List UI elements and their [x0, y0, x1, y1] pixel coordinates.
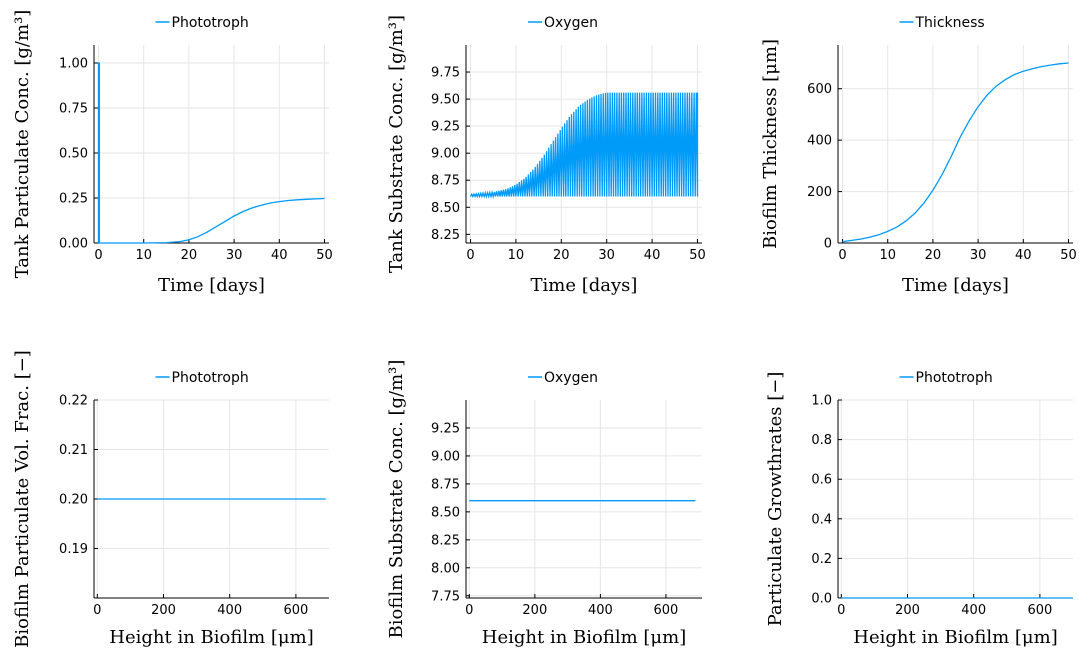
- x-axis-label: Time [days]: [158, 275, 265, 296]
- chart-panel-3: 0 10 20 30 40 50 0 200 400 600 Time [days] Biofilm …: [760, 15, 1077, 296]
- y-tick-label: 8.25: [431, 228, 460, 243]
- y-tick-label: 8.25: [431, 533, 460, 548]
- x-tick-label: 40: [271, 248, 288, 263]
- y-axis-label: Biofilm Thickness [μm]: [760, 39, 781, 249]
- y-tick-label: 8.50: [431, 201, 460, 216]
- y-axis-label: Biofilm Substrate Conc. [g/m³]: [386, 360, 407, 639]
- x-axis-label: Time [days]: [902, 275, 1009, 296]
- x-axis-label: Time [days]: [531, 275, 638, 296]
- y-tick-label: 400: [807, 134, 832, 149]
- y-axis-label: Tank Particulate Conc. [g/m³]: [12, 10, 33, 279]
- x-tick-label: 0: [94, 248, 102, 263]
- x-axis-label: Height in Biofilm [μm]: [109, 627, 313, 648]
- x-tick-label: 30: [598, 248, 615, 263]
- x-tick-label: 10: [508, 248, 525, 263]
- y-tick-label: 600: [807, 82, 832, 97]
- x-tick-label: 200: [895, 603, 920, 618]
- y-tick-label: 0.22: [59, 394, 88, 409]
- legend-label: Phototroph: [172, 15, 249, 31]
- x-axis-label: Height in Biofilm [μm]: [853, 627, 1057, 648]
- x-tick-label: 0: [466, 248, 474, 263]
- y-tick-label: 7.75: [431, 589, 460, 604]
- x-tick-label: 0: [838, 248, 846, 263]
- y-tick-label: 0.4: [811, 512, 832, 527]
- x-tick-label: 20: [925, 248, 942, 263]
- y-tick-label: 9.50: [431, 93, 460, 108]
- y-tick-label: 9.25: [431, 421, 460, 436]
- y-axis-label: Biofilm Particulate Vol. Frac. [−]: [12, 350, 33, 648]
- chart-panel-1: 0 10 20 30 40 50 0.00 0.25 0.50 0.75 1.00 Time [day…: [12, 10, 333, 296]
- y-tick-label: 9.00: [431, 449, 460, 464]
- series-line: [469, 92, 699, 200]
- x-tick-label: 0: [93, 603, 101, 618]
- x-tick-label: 0: [465, 603, 473, 618]
- x-tick-label: 600: [654, 603, 679, 618]
- x-tick-label: 200: [151, 603, 176, 618]
- x-tick-label: 200: [522, 603, 547, 618]
- x-tick-label: 50: [316, 248, 333, 263]
- y-tick-label: 8.50: [431, 505, 460, 520]
- x-tick-label: 400: [217, 603, 242, 618]
- y-tick-label: 0.19: [59, 542, 88, 557]
- x-tick-label: 600: [1027, 603, 1052, 618]
- y-tick-label: 0.25: [59, 192, 88, 207]
- x-tick-label: 50: [689, 248, 706, 263]
- legend-label: Phototroph: [916, 370, 993, 386]
- x-tick-label: 40: [644, 248, 661, 263]
- x-tick-label: 400: [961, 603, 986, 618]
- y-tick-label: 8.75: [431, 477, 460, 492]
- chart-panel-4: 0 200 400 600 0.19 0.20 0.21 0.22 Height in Biof…: [12, 350, 329, 648]
- y-tick-label: 9.75: [431, 66, 460, 81]
- y-tick-label: 0.50: [59, 147, 88, 162]
- y-axis-label: Tank Substrate Conc. [g/m³]: [386, 15, 407, 273]
- series-line: [842, 62, 1069, 243]
- y-tick-label: 0.6: [811, 473, 832, 488]
- y-tick-label: 8.75: [431, 174, 460, 189]
- x-tick-label: 50: [1060, 248, 1077, 263]
- x-tick-label: 40: [1015, 248, 1032, 263]
- chart-panel-2: 0 10 20 30 40 50 8.25 8.50 8.75 9.00 9.25 9.50 9.75 T…: [386, 15, 706, 296]
- y-tick-label: 8.00: [431, 561, 460, 576]
- chart-panel-6: 0 200 400 600 0.0 0.2 0.4 0.6 0.8 1.0 Height in Bi…: [765, 370, 1073, 648]
- x-tick-label: 0: [837, 603, 845, 618]
- legend-label: Phototroph: [172, 370, 249, 386]
- y-tick-label: 1.0: [811, 394, 832, 409]
- y-tick-label: 9.25: [431, 120, 460, 135]
- x-axis-label: Height in Biofilm [μm]: [482, 627, 686, 648]
- x-tick-label: 20: [181, 248, 198, 263]
- x-tick-label: 30: [226, 248, 243, 263]
- legend-label: Oxygen: [544, 15, 598, 31]
- chart-panel-5: 0 200 400 600 7.75 8.00 8.25 8.50 8.75 9.00 9.25 He…: [386, 360, 702, 648]
- y-tick-label: 9.00: [431, 147, 460, 162]
- y-tick-label: 0.0: [811, 592, 832, 607]
- x-tick-label: 20: [553, 248, 570, 263]
- y-tick-label: 0.20: [59, 493, 88, 508]
- y-tick-label: 0.75: [59, 102, 88, 117]
- y-tick-label: 0.8: [811, 433, 832, 448]
- y-axis-label: Particulate Growthrates [−]: [765, 372, 786, 627]
- series-line: [97, 62, 325, 244]
- y-tick-label: 0.2: [811, 552, 832, 567]
- legend-label: Thickness: [915, 15, 985, 31]
- x-tick-label: 10: [135, 248, 152, 263]
- y-tick-label: 0: [824, 237, 832, 252]
- legend-label: Oxygen: [544, 370, 598, 386]
- y-tick-label: 0.00: [59, 237, 88, 252]
- y-tick-label: 0.21: [59, 443, 88, 458]
- x-tick-label: 30: [970, 248, 987, 263]
- x-tick-label: 600: [283, 603, 308, 618]
- x-tick-label: 400: [588, 603, 613, 618]
- y-tick-label: 1.00: [59, 57, 88, 72]
- y-tick-label: 200: [807, 185, 832, 200]
- x-tick-label: 10: [879, 248, 896, 263]
